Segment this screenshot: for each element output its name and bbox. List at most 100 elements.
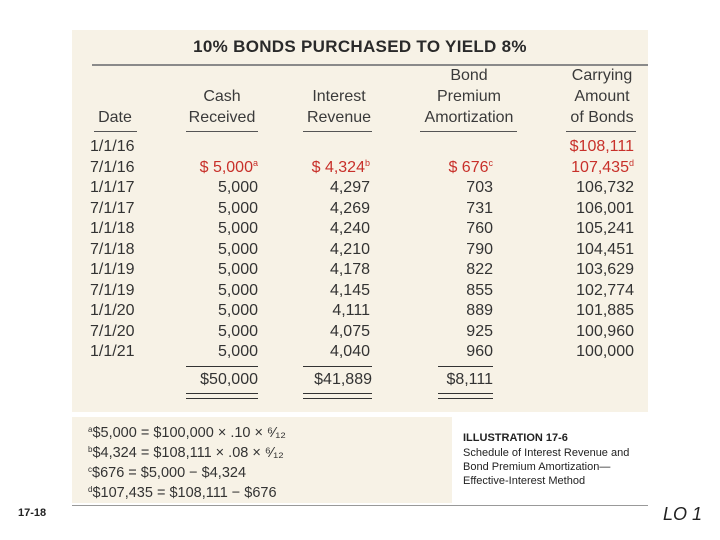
double-underline	[303, 393, 372, 399]
cell-value: $ 676	[448, 158, 489, 176]
column-header-underline	[94, 131, 137, 132]
row-amort: 822	[466, 260, 493, 281]
row-cash: 5,000	[218, 178, 258, 199]
row-amort: 731	[466, 199, 493, 220]
footnote-text: $676 = $5,000 − $4,324	[92, 465, 247, 481]
footnote-text: $5,000 = $100,000 × .10 × ⁶⁄₁₂	[92, 425, 286, 441]
row-amort: 790	[466, 240, 493, 261]
row-interest: 4,111	[332, 301, 370, 322]
caption-line: Bond Premium Amortization—	[463, 461, 611, 473]
total-rule	[303, 366, 372, 367]
footnote: a$5,000 = $100,000 × .10 × ⁶⁄₁₂	[88, 423, 286, 444]
cell-value: 5,000	[217, 220, 258, 237]
row-amort: 960	[466, 342, 493, 363]
footnote-marker: b	[88, 445, 93, 454]
cell-value: 960	[466, 343, 493, 360]
column-header-line: Carrying	[571, 67, 633, 84]
row-carrying: 100,960	[576, 322, 634, 343]
footnote-marker: d	[628, 157, 634, 168]
cell-value: 5,000	[217, 261, 258, 278]
cell-value: 4,297	[329, 179, 370, 196]
cell-value: $ 4,324	[311, 158, 365, 176]
row-date: 7/1/17	[90, 199, 135, 217]
row-carrying: 100,000	[576, 342, 634, 363]
cell-value: 4,210	[329, 240, 370, 258]
column-header-underline	[186, 131, 258, 132]
column-header-line: Bond	[450, 67, 488, 84]
column-header-line: of Bonds	[570, 109, 634, 126]
cell-value: 5,000	[217, 179, 258, 196]
row-date: 7/1/19	[90, 281, 135, 299]
footnote-marker: d	[88, 485, 93, 494]
footnote: b$4,324 = $108,111 × .08 × ⁶⁄₁₂	[88, 443, 284, 464]
row-carrying: $108,111	[570, 137, 634, 158]
column-header-line: Cash	[203, 88, 241, 105]
total-interest: $41,889	[314, 371, 372, 388]
column-header-underline	[303, 131, 372, 132]
row-cash: $ 5,000a	[200, 158, 258, 179]
cell-value: 4,240	[329, 220, 370, 237]
cell-value: 5,000	[217, 343, 258, 360]
row-cash: 5,000	[218, 342, 258, 363]
caption-line: Schedule of Interest Revenue and	[463, 447, 630, 459]
row-interest: 4,178	[330, 260, 370, 281]
row-cash: 5,000	[218, 240, 258, 261]
cell-value: 4,269	[329, 199, 370, 217]
total-cash: $50,000	[200, 371, 258, 388]
row-cash: 5,000	[218, 260, 258, 281]
row-carrying: 107,435d	[571, 158, 634, 179]
row-date: 7/1/16	[90, 158, 135, 176]
cell-value: 103,629	[576, 261, 634, 278]
row-date: 1/1/19	[90, 261, 135, 278]
column-header-line: Revenue	[306, 109, 372, 126]
row-date: 1/1/17	[90, 179, 135, 196]
column-header-underline	[420, 131, 517, 132]
cell-value: 4,040	[329, 343, 370, 360]
cell-value: 889	[466, 302, 493, 319]
row-interest: 4,075	[330, 322, 370, 343]
cell-value: 105,241	[576, 220, 634, 237]
cell-value: 731	[466, 199, 493, 217]
learning-objective-label: LO 1	[662, 504, 702, 524]
cell-value: 5,000	[217, 322, 258, 340]
footnote-marker: b	[364, 157, 370, 168]
footnote-marker: c	[88, 465, 92, 474]
cell-value: 5,000	[217, 281, 258, 299]
column-header-line: Amortization	[424, 109, 514, 126]
row-interest: 4,145	[330, 281, 370, 302]
row-cash: 5,000	[218, 199, 258, 220]
schedule-panel	[72, 30, 648, 412]
double-underline	[186, 393, 258, 399]
footnote-text: $4,324 = $108,111 × .08 × ⁶⁄₁₂	[92, 445, 284, 461]
row-interest: 4,040	[330, 342, 370, 363]
cell-value: $ 5,000	[199, 158, 253, 176]
total-rule	[438, 366, 493, 367]
cell-value: 822	[466, 261, 493, 278]
cell-value: 104,451	[576, 240, 634, 258]
cell-value: 106,732	[576, 179, 634, 196]
row-date: 1/1/21	[90, 343, 135, 360]
slide-number: 17-18	[18, 507, 47, 519]
cell-value: 100,960	[576, 322, 634, 340]
row-carrying: 106,732	[576, 178, 634, 199]
column-header-line: Premium	[436, 88, 501, 105]
cell-value: 4,111	[332, 302, 370, 319]
row-date: 1/1/18	[90, 220, 135, 237]
row-interest: 4,240	[330, 219, 370, 240]
total-amort: $8,111	[446, 371, 493, 388]
row-interest: 4,269	[330, 199, 370, 220]
cell-value: 925	[466, 322, 493, 340]
row-amort: 855	[466, 281, 493, 302]
cell-value: 760	[466, 220, 493, 237]
footnote-marker: c	[488, 157, 494, 168]
footnote: c$676 = $5,000 − $4,324	[88, 463, 246, 484]
row-date: 7/1/18	[90, 240, 135, 258]
caption-line: Effective-Interest Method	[463, 475, 586, 487]
footnote-marker: a	[88, 425, 93, 434]
row-amort: 925	[466, 322, 493, 343]
cell-value: 101,885	[576, 302, 634, 319]
total-rule	[186, 366, 258, 367]
row-interest: 4,297	[330, 178, 370, 199]
double-underline	[438, 393, 493, 399]
cell-value: $108,111	[569, 138, 634, 155]
